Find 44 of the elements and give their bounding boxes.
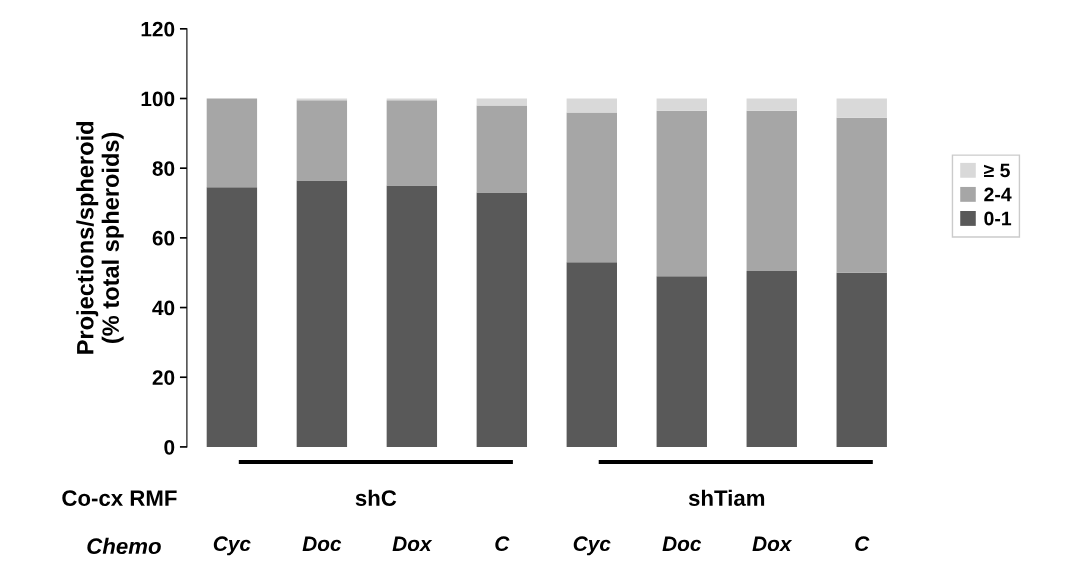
bar [206, 187, 258, 447]
x-tick-label: Cyc [213, 536, 251, 556]
bar [386, 100, 438, 186]
bar [836, 98, 887, 118]
y-tick-label: 120 [141, 21, 175, 37]
bar [746, 270, 797, 447]
x-tick-label: Doc [662, 536, 702, 552]
text: shTiam [688, 489, 765, 506]
y-axis-title: Projections/spheroid (% total spheroids) [76, 121, 124, 354]
bar [656, 110, 707, 277]
bar [746, 110, 797, 271]
x-tick-label: C [855, 536, 870, 552]
x-tick-label: Dox [752, 536, 793, 552]
legend-label: 0-1 [984, 211, 1012, 226]
text: Co-cx RMF [62, 490, 177, 506]
y-tick-label: 40 [152, 300, 175, 316]
bar [296, 180, 348, 447]
y-tick-label: 80 [152, 161, 175, 176]
y-tick-label: 20 [152, 370, 175, 385]
bar [746, 98, 797, 111]
bar [476, 98, 528, 106]
bar [296, 100, 348, 181]
bar [476, 105, 528, 193]
text: shC [355, 489, 397, 506]
bar [836, 272, 887, 447]
bar [476, 192, 528, 447]
y-tick-label: 100 [141, 91, 175, 107]
bar [836, 117, 887, 273]
bar [656, 276, 707, 447]
bar [206, 98, 258, 188]
bar [566, 262, 617, 447]
x-tick-label: Cyc [573, 536, 611, 556]
bar [566, 98, 617, 113]
x-tick-label: Dox [392, 536, 433, 552]
y-tick-label: 60 [152, 230, 175, 246]
bar [566, 112, 617, 263]
legend-label: 2-4 [984, 187, 1012, 202]
x-tick-label: C [495, 536, 510, 552]
text: Chemo [87, 537, 161, 555]
bar [656, 98, 707, 111]
x-tick-label: Doc [302, 536, 342, 552]
legend-label: ≥ 5 [984, 163, 1010, 178]
bar [386, 185, 438, 447]
y-tick-label: 0 [164, 439, 175, 455]
